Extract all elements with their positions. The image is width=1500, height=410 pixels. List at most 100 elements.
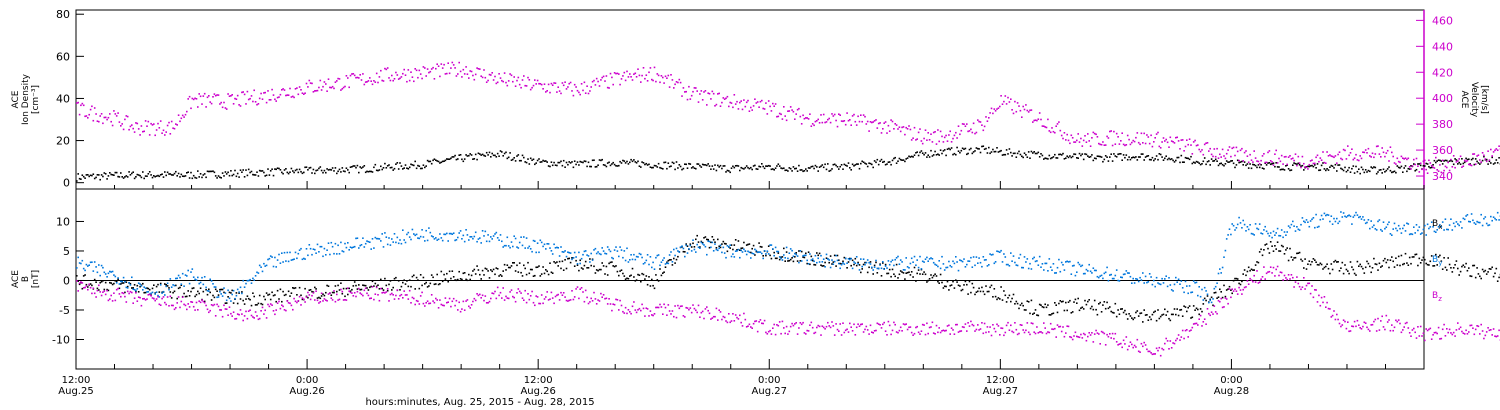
data-point [1382,259,1385,262]
data-point [1305,268,1308,270]
data-point [197,170,199,172]
data-point [792,260,795,263]
data-point [1010,98,1012,100]
data-point [375,285,378,288]
data-point [1410,233,1412,235]
data-point [1099,301,1101,304]
data-point [318,296,320,299]
data-point [1102,304,1104,306]
data-point [1473,153,1476,155]
data-point [1157,158,1159,161]
data-point [787,170,789,172]
data-point [648,163,650,166]
data-point [516,155,518,157]
data-point [930,133,932,135]
data-point [1023,108,1026,111]
data-point [1483,217,1485,220]
data-point [1202,153,1205,156]
data-point [1294,256,1297,259]
data-point [413,164,415,167]
data-point [1370,271,1372,274]
data-point [505,81,507,84]
data-point [496,268,499,270]
data-point [1441,268,1444,270]
data-point [410,285,412,288]
data-point [1124,156,1126,159]
data-point [201,103,203,105]
data-point [1111,144,1114,147]
data-point [367,289,370,291]
data-point [1250,268,1253,271]
data-point [938,282,940,284]
data-point [904,133,906,136]
data-point [723,165,726,167]
data-point [1146,155,1148,157]
data-point [1034,152,1037,155]
data-point [1292,157,1294,160]
data-point [126,287,129,289]
data-point [414,288,416,290]
data-point [1225,238,1228,240]
data-point [514,237,517,240]
data-point [1252,161,1254,163]
data-point [1408,166,1411,168]
data-point [895,257,898,259]
data-point [534,240,536,242]
data-point [704,164,707,166]
data-point [194,295,196,298]
data-point [258,169,261,172]
data-point [1419,233,1422,235]
y-tick-label: 80 [56,8,70,21]
data-point [384,277,386,280]
data-point [1060,261,1063,264]
data-point [997,297,1000,299]
data-point [1194,282,1196,284]
data-point [655,256,657,259]
data-point [477,68,480,70]
data-point [754,254,756,256]
data-point [682,250,685,253]
data-point [1060,134,1063,137]
data-point [1349,152,1352,154]
data-point [1252,269,1254,271]
data-point [1272,164,1275,166]
data-point [789,167,792,170]
data-point [780,257,782,260]
data-point [835,119,837,122]
data-point [564,166,566,168]
data-point [283,89,286,91]
data-point [1465,160,1467,163]
data-point [446,232,448,235]
data-point [1147,155,1150,157]
data-point [1044,157,1046,159]
data-point [1250,159,1253,161]
data-point [861,265,863,268]
data-point [271,256,273,258]
data-point [1461,265,1463,268]
data-point [898,273,901,276]
data-point [1256,261,1258,263]
data-point [955,131,957,134]
data-point [601,76,603,79]
data-point [1005,263,1008,266]
data-point [734,103,737,105]
data-point [835,164,837,167]
data-point [1451,229,1454,231]
data-point [1298,251,1301,254]
data-point [909,128,912,131]
data-point [580,257,583,260]
data-point [377,81,379,84]
data-point [1048,258,1051,260]
data-point [323,81,326,83]
data-point [966,123,968,125]
data-point [894,258,896,261]
data-point [1391,171,1393,174]
data-point [334,285,337,287]
data-point [792,110,795,113]
data-point [206,170,209,173]
data-point [884,163,887,166]
data-point [311,253,313,256]
data-point [1481,268,1484,271]
data-point [1348,272,1350,275]
data-point [693,167,696,169]
